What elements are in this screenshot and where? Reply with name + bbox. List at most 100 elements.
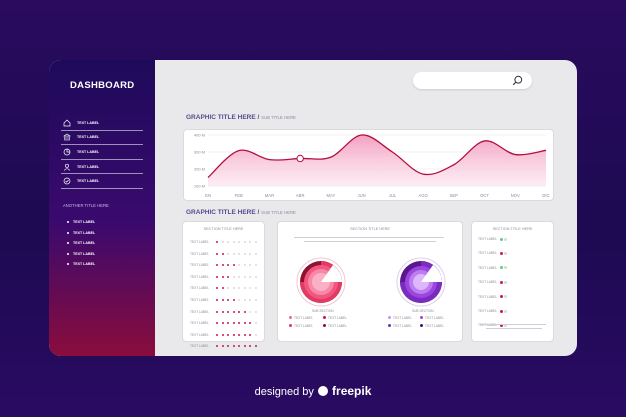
value-dot [254, 310, 257, 313]
x-tick-label: NOV [511, 193, 520, 198]
value-dot [254, 275, 257, 278]
sidebar-other-item[interactable]: TEXT LABEL [67, 238, 95, 249]
value-dot [238, 345, 240, 348]
status-dot [500, 323, 503, 327]
sidebar-other-item[interactable]: TEXT LABEL [67, 259, 95, 270]
bank-icon [63, 134, 71, 141]
footer-credit: designed by freepik [0, 384, 626, 398]
value-dot [249, 287, 251, 290]
graph-title-2: GRAPHIC TITLE HERE / SUB TITLE HERE [186, 209, 296, 216]
row-label: TEXT LABEL [478, 280, 497, 285]
bullet-icon [67, 242, 69, 245]
x-tick-label: JUL [389, 193, 397, 198]
value-dot [227, 333, 229, 336]
legend-label: TEXT LABEL [393, 324, 412, 328]
legend-dot-icon [289, 316, 292, 319]
value-dot [254, 264, 257, 267]
value-dot [249, 264, 251, 267]
value-dot [216, 345, 218, 348]
legend-label: TEXT LABEL [328, 324, 347, 328]
value-dot [232, 287, 235, 290]
value-dot [221, 287, 224, 290]
value-dot [216, 299, 218, 301]
sidebar-other-item[interactable]: TEXT LABEL [67, 217, 95, 228]
row-label: TEXT LABEL [478, 251, 497, 256]
sidebar-item-user[interactable]: TEXT LABEL [61, 160, 143, 175]
x-tick-label: MAR [265, 193, 274, 198]
value-dot [243, 345, 246, 348]
sidebar-item-bank[interactable]: TEXT LABEL [61, 131, 143, 146]
value-dot [232, 310, 235, 313]
row-label: TEXT LABEL [190, 332, 209, 337]
sidebar-item-pie[interactable]: TEXT LABEL [61, 145, 143, 160]
pink-radial-chart [296, 257, 346, 307]
check-icon [63, 177, 71, 185]
search-icon[interactable] [512, 75, 523, 86]
section-title: SECTION TITLE HERE [203, 227, 244, 231]
status-dot-muted [504, 280, 507, 284]
graph-title: GRAPHIC TITLE HERE / SUB TITLE HERE [186, 114, 296, 121]
section-panel-left: SECTION TITLE HERE TEXT LABEL TEXT LABEL T… [182, 221, 265, 348]
value-dot [249, 322, 251, 325]
sidebar-item-label: TEXT LABEL [77, 120, 100, 125]
sidebar-item-home[interactable]: TEXT LABEL [61, 116, 143, 131]
row-label: TEXT LABEL [478, 237, 497, 241]
value-dot [221, 241, 224, 243]
row-label: TEXT LABEL [478, 294, 497, 299]
value-dot [254, 345, 257, 348]
value-dot [243, 252, 246, 255]
value-dot [227, 252, 229, 255]
text-line [480, 324, 546, 325]
sidebar-other-item[interactable]: TEXT LABEL [67, 249, 95, 260]
sub-section-label: SUB SECTION [312, 309, 334, 313]
data-point[interactable] [296, 154, 304, 163]
sidebar-item-label: TEXT LABEL [77, 179, 100, 184]
value-dot [227, 241, 229, 243]
section-panel-center: SECTION TITLE HERE [277, 221, 463, 342]
sidebar-item-check[interactable]: TEXT LABEL [61, 174, 143, 189]
value-dot [238, 287, 240, 290]
value-dot [243, 287, 246, 290]
value-dot [216, 264, 218, 267]
value-dot [232, 345, 235, 348]
series-line [207, 134, 547, 178]
pie-icon [63, 148, 71, 156]
value-dot [227, 310, 229, 313]
x-tick-label: MAY [327, 193, 336, 198]
search-input[interactable] [413, 72, 532, 89]
section-panel-right: SECTION TITLE HERE TEXT LABEL TEXT LABEL T… [471, 221, 554, 342]
status-dot-muted [504, 309, 507, 313]
graph-subtitle-2: SUB TITLE HERE [261, 210, 296, 215]
row-label: TEXT LABEL [190, 344, 209, 349]
user-icon [63, 163, 71, 171]
sidebar: DASHBOARD TEXT LABEL TEXT LABEL TEXT LAB… [49, 60, 155, 356]
value-dot [243, 241, 246, 243]
value-dot [221, 264, 224, 267]
legend-dot-icon [388, 316, 391, 319]
sidebar-item-label: TEXT LABEL [77, 149, 100, 154]
value-dot [221, 299, 224, 301]
legend-dot-icon [420, 324, 423, 327]
line-chart: 100 M 200 M 300 M 400 M EN FEB MAR ABR MAY JUN JU… [194, 132, 550, 198]
value-dot [221, 345, 224, 348]
status-dot-muted [504, 266, 507, 270]
value-dot [238, 252, 240, 255]
legend-label: TEXT LABEL [328, 316, 347, 320]
y-tick-label: 400 M [194, 132, 205, 137]
value-dot [227, 322, 229, 325]
value-dot [254, 322, 257, 325]
row-label: TEXT LABEL [190, 240, 209, 244]
freepik-logo-icon [317, 386, 328, 396]
value-dot [249, 310, 251, 313]
status-dot [500, 237, 503, 241]
sidebar-other-item[interactable]: TEXT LABEL [67, 228, 95, 239]
row-label: TEXT LABEL [478, 265, 497, 270]
value-dot [243, 333, 246, 336]
value-dot [243, 310, 246, 313]
value-dot [232, 275, 235, 278]
graph-subtitle: SUB TITLE HERE [261, 115, 296, 120]
value-dot [232, 264, 235, 267]
value-dot [249, 252, 251, 255]
x-tick-label: OCT [480, 193, 489, 198]
x-tick-label: ABR [296, 193, 305, 198]
